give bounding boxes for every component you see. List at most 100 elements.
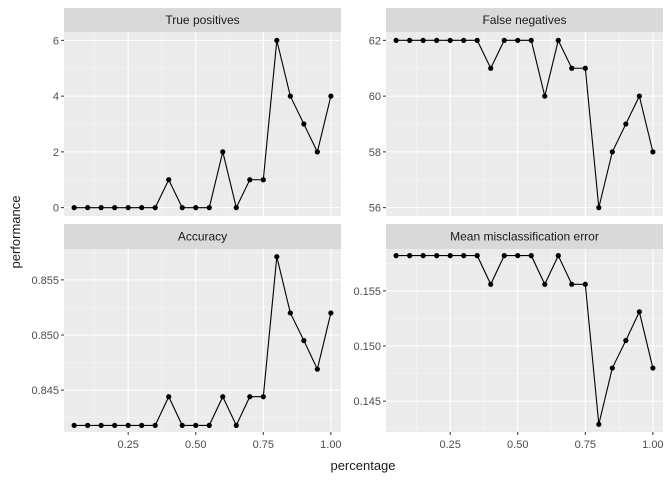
- facet-strip: [64, 8, 341, 32]
- y-tick-label: 60: [369, 91, 381, 103]
- facet-panel-3: Accuracy 0.845 0.850 0.855 0.25 0.50 0.75 1.00: [31, 224, 342, 451]
- data-point: [434, 253, 440, 259]
- data-point: [407, 37, 413, 43]
- y-tick-label: 0.150: [353, 341, 381, 353]
- data-point: [314, 366, 320, 372]
- data-point: [274, 254, 280, 260]
- y-tick-label: 0: [53, 203, 59, 215]
- y-tick-label: 0.155: [353, 286, 381, 298]
- data-point: [247, 177, 253, 183]
- data-point: [206, 205, 212, 211]
- data-point: [112, 205, 118, 211]
- data-point: [420, 253, 426, 259]
- facet-panel-2: False negatives 56 58 60 62: [369, 8, 663, 216]
- data-point: [85, 422, 91, 428]
- data-point: [112, 422, 118, 428]
- data-point: [98, 205, 104, 211]
- data-point: [287, 93, 293, 99]
- facet-strip: [64, 224, 341, 249]
- data-point: [636, 93, 642, 99]
- data-point: [582, 281, 588, 287]
- facet-strip: [386, 224, 663, 249]
- data-point: [166, 177, 172, 183]
- facet-title: False negatives: [482, 13, 566, 27]
- data-point: [85, 205, 91, 211]
- data-point: [393, 253, 399, 259]
- y-tick-label: 56: [369, 203, 381, 215]
- data-point: [623, 337, 629, 344]
- data-point: [555, 253, 561, 259]
- data-point: [260, 177, 266, 183]
- data-point: [220, 149, 226, 155]
- data-point: [98, 422, 104, 428]
- data-point: [596, 205, 602, 211]
- data-point: [488, 281, 494, 287]
- facet-title: Mean misclassification error: [450, 230, 599, 244]
- y-tick-label: 0.850: [31, 330, 59, 342]
- data-point: [301, 121, 307, 127]
- data-point: [434, 37, 440, 43]
- panel-background: [386, 249, 663, 432]
- facet-strip: [386, 8, 663, 32]
- facet-title: True positives: [165, 13, 239, 27]
- data-point: [301, 337, 307, 344]
- data-point: [474, 37, 480, 43]
- data-point: [179, 422, 185, 428]
- y-tick-label: 0.855: [31, 275, 59, 287]
- y-tick-label: 0.145: [353, 396, 381, 408]
- x-tick-label: 1.00: [642, 439, 663, 451]
- data-point: [623, 121, 629, 127]
- data-point: [193, 422, 199, 428]
- data-point: [152, 422, 158, 428]
- data-point: [393, 37, 399, 43]
- data-point: [555, 37, 561, 43]
- data-point: [274, 37, 280, 43]
- panel-background: [64, 249, 341, 432]
- data-point: [139, 422, 145, 428]
- data-point: [461, 253, 467, 259]
- facet-title: Accuracy: [178, 230, 227, 244]
- x-tick-label: 0.50: [507, 439, 528, 451]
- data-point: [650, 149, 656, 155]
- x-tick-label: 0.25: [439, 439, 460, 451]
- data-point: [420, 37, 426, 43]
- data-point: [233, 422, 239, 428]
- y-tick-label: 4: [53, 91, 59, 103]
- data-point: [314, 149, 320, 155]
- data-point: [233, 205, 239, 211]
- data-point: [609, 149, 615, 155]
- data-point: [71, 205, 77, 211]
- data-point: [515, 37, 521, 43]
- data-point: [206, 422, 212, 428]
- data-point: [596, 421, 602, 427]
- x-axis-label: percentage: [330, 458, 395, 473]
- data-point: [125, 422, 131, 428]
- data-point: [447, 37, 453, 43]
- data-point: [260, 394, 266, 400]
- data-point: [542, 281, 548, 287]
- data-point: [71, 422, 77, 428]
- facet-panel-4: Mean misclassification error 0.145 0.150 0.…: [353, 224, 664, 451]
- data-point: [650, 365, 656, 371]
- data-point: [528, 253, 534, 259]
- y-tick-label: 2: [53, 147, 59, 159]
- data-point: [287, 310, 293, 316]
- y-axis-label: performance: [8, 196, 23, 269]
- data-point: [501, 37, 507, 43]
- y-tick-label: 62: [369, 35, 381, 47]
- data-point: [515, 253, 521, 259]
- data-point: [328, 93, 334, 99]
- data-point: [582, 65, 588, 71]
- data-point: [328, 310, 334, 316]
- x-tick-label: 0.25: [117, 439, 138, 451]
- data-point: [569, 65, 575, 71]
- data-point: [152, 205, 158, 211]
- data-point: [407, 253, 413, 259]
- x-tick-label: 0.75: [253, 439, 274, 451]
- data-point: [139, 205, 145, 211]
- x-tick-label: 1.00: [320, 439, 341, 451]
- data-point: [542, 93, 548, 99]
- data-point: [193, 205, 199, 211]
- data-point: [125, 205, 131, 211]
- data-point: [569, 281, 575, 287]
